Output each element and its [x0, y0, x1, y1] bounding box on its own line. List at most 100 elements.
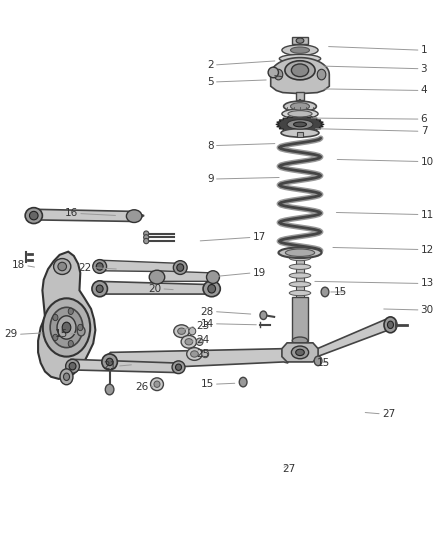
Ellipse shape — [291, 346, 309, 359]
Text: 28: 28 — [201, 306, 214, 317]
Ellipse shape — [173, 261, 187, 274]
Ellipse shape — [289, 281, 311, 287]
Ellipse shape — [191, 351, 198, 357]
Ellipse shape — [239, 377, 247, 387]
Text: 13: 13 — [420, 278, 434, 288]
Ellipse shape — [78, 324, 83, 330]
Ellipse shape — [290, 47, 310, 53]
Polygon shape — [28, 209, 144, 221]
Ellipse shape — [285, 61, 315, 80]
Text: 1: 1 — [420, 45, 427, 55]
Text: 6: 6 — [420, 114, 427, 124]
Ellipse shape — [384, 317, 397, 333]
Ellipse shape — [296, 349, 304, 356]
Text: 10: 10 — [420, 157, 434, 166]
Ellipse shape — [292, 337, 308, 344]
Ellipse shape — [202, 350, 208, 358]
Ellipse shape — [291, 64, 309, 77]
Ellipse shape — [58, 262, 67, 271]
Ellipse shape — [281, 128, 319, 137]
Text: 9: 9 — [207, 174, 214, 184]
Ellipse shape — [289, 255, 311, 261]
Ellipse shape — [53, 314, 58, 321]
Ellipse shape — [279, 54, 321, 63]
Text: 26: 26 — [135, 382, 148, 392]
Text: 23: 23 — [196, 321, 209, 331]
Polygon shape — [95, 281, 215, 294]
Bar — [292, 297, 308, 341]
Ellipse shape — [127, 210, 142, 222]
Ellipse shape — [287, 119, 313, 129]
Ellipse shape — [317, 69, 326, 80]
Text: 8: 8 — [207, 141, 214, 151]
Ellipse shape — [260, 311, 267, 319]
Text: 17: 17 — [253, 232, 266, 243]
Text: 24: 24 — [196, 335, 209, 345]
Ellipse shape — [178, 328, 185, 334]
Ellipse shape — [50, 308, 83, 348]
Ellipse shape — [66, 359, 79, 373]
Text: 14: 14 — [201, 319, 214, 329]
Ellipse shape — [284, 101, 316, 112]
Ellipse shape — [43, 298, 90, 357]
Ellipse shape — [282, 45, 318, 55]
Text: 22: 22 — [78, 263, 91, 272]
Text: 15: 15 — [201, 379, 214, 389]
Ellipse shape — [296, 38, 304, 43]
Ellipse shape — [289, 273, 311, 278]
Ellipse shape — [208, 285, 215, 293]
Text: 30: 30 — [420, 305, 434, 315]
Ellipse shape — [207, 271, 219, 284]
Ellipse shape — [293, 122, 307, 127]
Ellipse shape — [106, 358, 113, 366]
Text: 4: 4 — [420, 85, 427, 95]
Ellipse shape — [176, 364, 181, 370]
Text: 27: 27 — [282, 464, 295, 474]
Ellipse shape — [151, 378, 163, 391]
Ellipse shape — [314, 356, 322, 366]
Ellipse shape — [102, 354, 117, 370]
Ellipse shape — [93, 260, 106, 273]
Polygon shape — [105, 347, 288, 370]
Ellipse shape — [154, 381, 160, 387]
Ellipse shape — [174, 325, 189, 337]
Ellipse shape — [196, 338, 203, 345]
Ellipse shape — [388, 321, 393, 328]
Text: 11: 11 — [420, 209, 434, 220]
Ellipse shape — [288, 111, 312, 117]
Ellipse shape — [29, 212, 38, 220]
Ellipse shape — [149, 270, 165, 284]
Ellipse shape — [268, 67, 279, 78]
Text: 29: 29 — [4, 329, 18, 340]
Ellipse shape — [25, 208, 42, 223]
Ellipse shape — [321, 287, 329, 297]
Text: 12: 12 — [420, 245, 434, 255]
Ellipse shape — [289, 290, 311, 296]
Text: 5: 5 — [207, 77, 214, 87]
Ellipse shape — [279, 247, 321, 258]
Polygon shape — [153, 271, 215, 281]
Ellipse shape — [185, 338, 193, 345]
Ellipse shape — [187, 348, 202, 360]
Ellipse shape — [290, 103, 310, 110]
Text: 15: 15 — [55, 329, 68, 340]
Text: 7: 7 — [420, 126, 427, 136]
Text: 15: 15 — [317, 358, 330, 368]
Polygon shape — [271, 58, 329, 94]
Ellipse shape — [92, 281, 107, 297]
Ellipse shape — [77, 326, 85, 336]
Ellipse shape — [203, 281, 220, 297]
Ellipse shape — [189, 327, 196, 335]
Text: 2: 2 — [207, 60, 214, 70]
Ellipse shape — [274, 69, 283, 80]
Ellipse shape — [96, 285, 103, 293]
Text: 21: 21 — [104, 361, 117, 371]
Ellipse shape — [68, 308, 73, 314]
Text: 15: 15 — [334, 287, 347, 297]
Polygon shape — [282, 343, 318, 362]
Ellipse shape — [53, 334, 58, 341]
Ellipse shape — [69, 362, 76, 370]
Ellipse shape — [172, 361, 185, 374]
Polygon shape — [38, 252, 95, 379]
Bar — [297, 132, 304, 137]
